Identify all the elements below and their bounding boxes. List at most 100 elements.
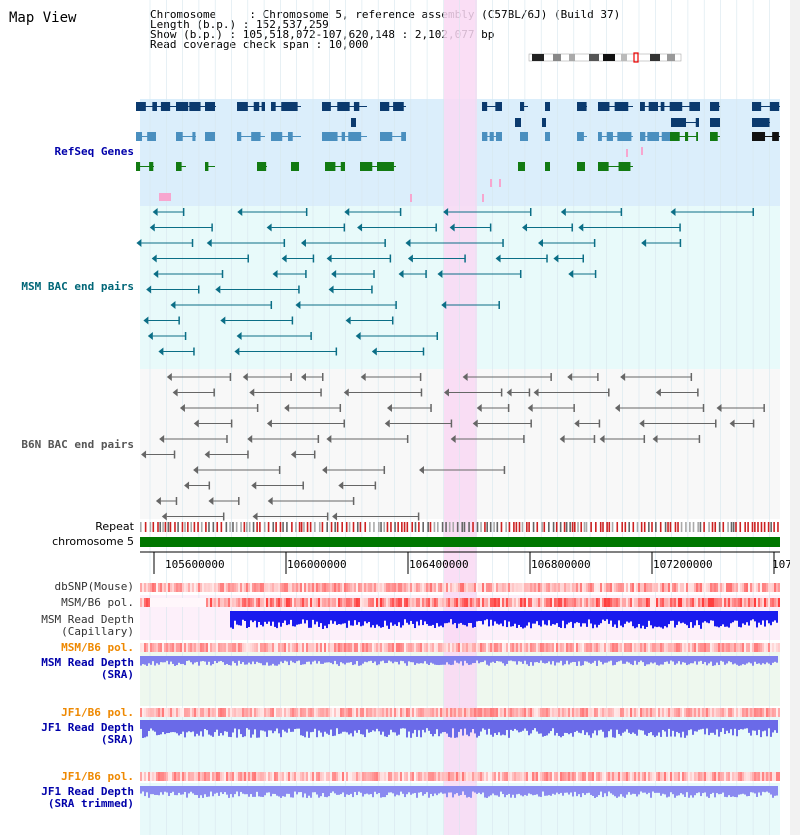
heat-cell bbox=[700, 583, 702, 592]
heat-cell bbox=[686, 643, 688, 652]
depth-bar bbox=[234, 786, 236, 795]
depth-bar bbox=[320, 611, 322, 624]
heat-cell bbox=[284, 708, 286, 717]
heat-cell bbox=[570, 643, 572, 652]
heat-cell bbox=[604, 583, 606, 592]
heat-cell bbox=[280, 583, 282, 592]
heat-cell bbox=[300, 772, 302, 781]
heat-cell bbox=[490, 708, 492, 717]
heat-cell bbox=[164, 643, 166, 652]
depth-bar bbox=[320, 720, 322, 733]
track-label-msm-bac[interactable]: MSM BAC end pairs bbox=[21, 280, 134, 293]
track-label-jf1-pol-1[interactable]: JF1/B6 pol. bbox=[61, 706, 134, 719]
track-label-msm-pol-2[interactable]: MSM/B6 pol. bbox=[61, 641, 134, 654]
depth-bar bbox=[266, 656, 268, 663]
track-label-msm-depth-sra[interactable]: MSM Read Depth bbox=[41, 656, 134, 669]
depth-bar bbox=[566, 611, 568, 625]
heat-cell bbox=[494, 772, 496, 781]
heat-cell bbox=[556, 772, 558, 781]
depth-bar bbox=[554, 656, 556, 666]
depth-bar bbox=[592, 611, 594, 629]
depth-bar bbox=[600, 720, 602, 730]
heat-cell bbox=[486, 643, 488, 652]
depth-bar bbox=[446, 656, 448, 663]
heat-cell bbox=[396, 643, 398, 652]
track-label-msm-pol-1[interactable]: MSM/B6 pol. bbox=[61, 596, 134, 609]
heat-cell bbox=[530, 598, 532, 607]
repeat-mark bbox=[152, 522, 155, 532]
depth-bar bbox=[310, 720, 312, 733]
depth-bar bbox=[376, 720, 378, 729]
heat-cell bbox=[430, 643, 432, 652]
track-label-msm-depth-cap[interactable]: MSM Read Depth bbox=[41, 613, 134, 626]
heat-cell bbox=[438, 708, 440, 717]
depth-bar bbox=[480, 786, 482, 795]
heat-cell bbox=[560, 583, 562, 592]
repeat-mark bbox=[573, 522, 576, 532]
depth-bar bbox=[666, 720, 668, 737]
heat-cell bbox=[168, 772, 170, 781]
depth-bar bbox=[664, 611, 666, 627]
depth-bar bbox=[540, 656, 542, 661]
heat-cell bbox=[294, 583, 296, 592]
heat-cell bbox=[502, 598, 504, 607]
track-label-repeat[interactable]: Repeat bbox=[95, 520, 134, 533]
depth-bar bbox=[290, 611, 292, 620]
heat-cell bbox=[500, 772, 502, 781]
depth-bar bbox=[544, 720, 546, 736]
heat-cell bbox=[534, 583, 536, 592]
depth-bar bbox=[524, 656, 526, 661]
depth-bar bbox=[374, 611, 376, 628]
heat-cell bbox=[212, 598, 214, 607]
gene-exon bbox=[377, 162, 387, 171]
heat-cell bbox=[644, 598, 646, 607]
heat-cell bbox=[434, 598, 436, 607]
depth-bar bbox=[350, 720, 352, 734]
heat-cell bbox=[232, 583, 234, 592]
heat-cell bbox=[640, 708, 642, 717]
depth-bar bbox=[752, 720, 754, 731]
gene-exon bbox=[545, 102, 550, 111]
depth-bar bbox=[530, 786, 532, 795]
depth-bar bbox=[738, 786, 740, 795]
repeat-mark bbox=[263, 522, 266, 532]
heat-cell bbox=[662, 643, 664, 652]
heat-cell bbox=[378, 643, 380, 652]
heat-cell bbox=[764, 598, 766, 607]
depth-bar bbox=[236, 786, 238, 792]
track-label-dbsnp[interactable]: dbSNP(Mouse) bbox=[54, 580, 134, 593]
depth-bar bbox=[650, 720, 652, 733]
heat-cell bbox=[284, 598, 286, 607]
depth-bar bbox=[398, 786, 400, 796]
track-label-jf1-depth-trim[interactable]: JF1 Read Depth bbox=[41, 785, 134, 798]
read-depth-histograms bbox=[140, 611, 778, 798]
track-label-refseq[interactable]: RefSeq Genes bbox=[54, 145, 134, 158]
heat-cell bbox=[442, 708, 444, 717]
heat-cell bbox=[212, 708, 214, 717]
track-features[interactable] bbox=[136, 102, 780, 521]
track-label-jf1-depth-sra[interactable]: JF1 Read Depth bbox=[41, 721, 134, 734]
heat-cell bbox=[340, 598, 342, 607]
heat-cell bbox=[312, 708, 314, 717]
depth-bar bbox=[278, 720, 280, 734]
chromosome-ideogram[interactable] bbox=[528, 52, 682, 63]
highlight-region[interactable] bbox=[444, 0, 477, 835]
repeat-mark bbox=[569, 522, 571, 532]
track-label-chromosome[interactable]: chromosome 5 bbox=[52, 535, 134, 548]
scrollbar[interactable] bbox=[790, 0, 800, 835]
heat-cell bbox=[384, 708, 386, 717]
heat-cell bbox=[628, 598, 630, 607]
depth-bar bbox=[242, 720, 244, 738]
repeat-mark bbox=[552, 522, 555, 532]
repeat-mark bbox=[394, 522, 396, 532]
heat-cell bbox=[144, 643, 146, 652]
heat-cell bbox=[428, 598, 430, 607]
depth-bar bbox=[258, 720, 260, 738]
heat-cell bbox=[372, 708, 374, 717]
repeat-mark bbox=[583, 522, 586, 532]
heat-cell bbox=[250, 598, 252, 607]
depth-bar bbox=[354, 720, 356, 731]
track-label-b6n-bac[interactable]: B6N BAC end pairs bbox=[21, 438, 134, 451]
track-label-jf1-pol-2[interactable]: JF1/B6 pol. bbox=[61, 770, 134, 783]
